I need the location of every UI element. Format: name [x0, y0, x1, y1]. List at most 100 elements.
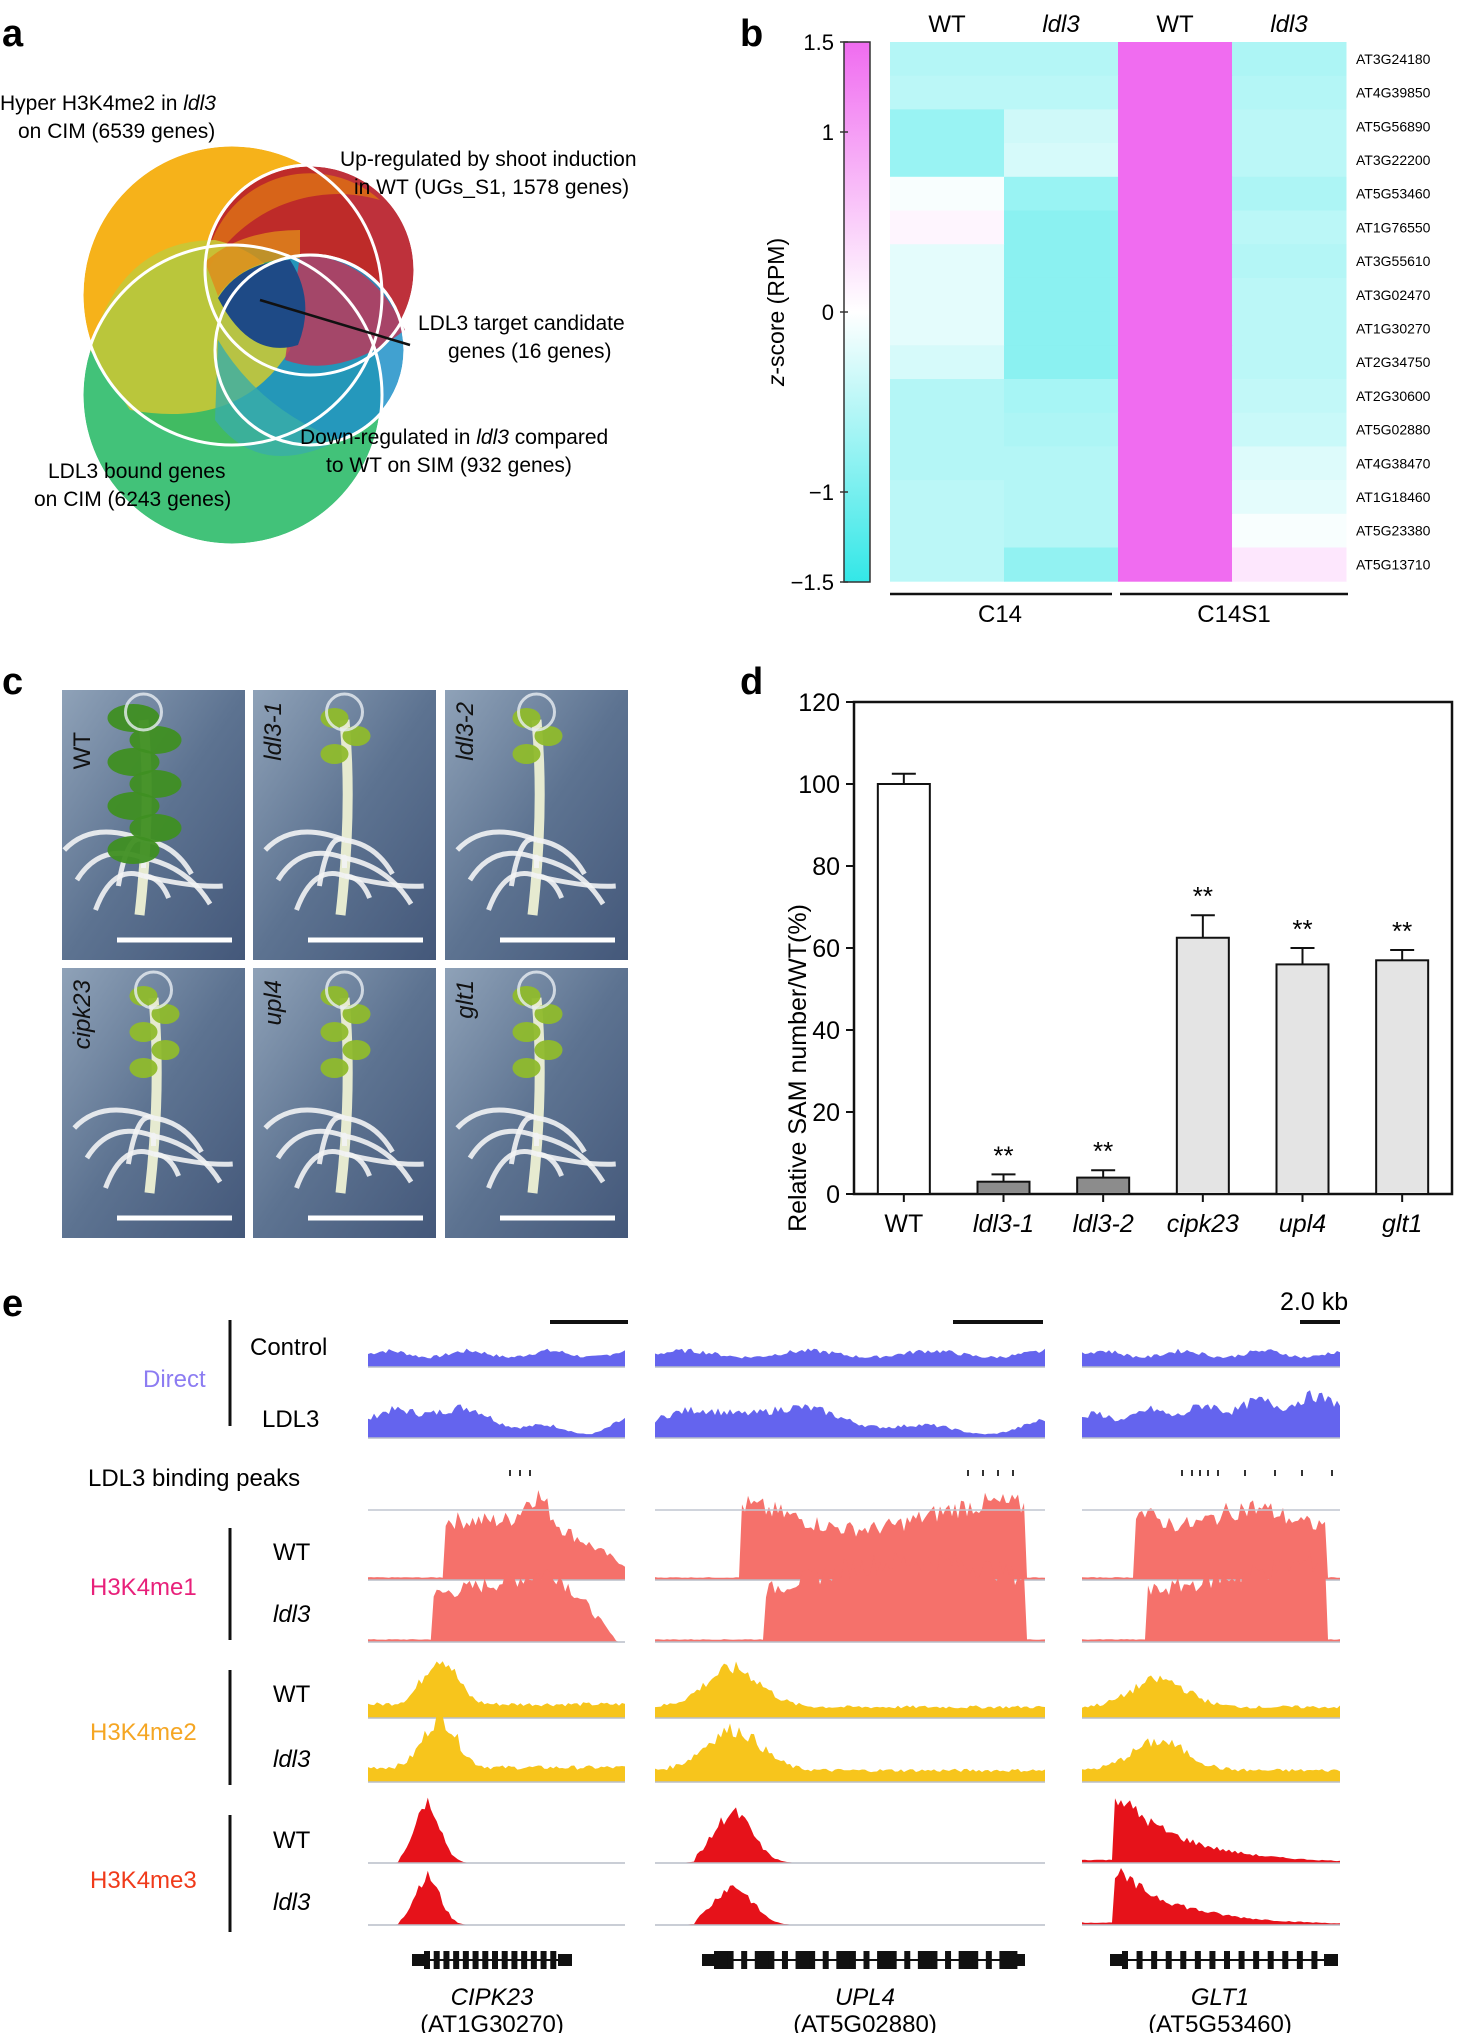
- heatmap-cell: [890, 379, 1005, 414]
- x-tick-label: ldl3-2: [1073, 1210, 1134, 1238]
- bar: [1076, 1176, 1131, 1195]
- heatmap-cell: [890, 345, 1005, 380]
- heatmap-cell: [1118, 412, 1233, 447]
- exon: [754, 1951, 773, 1969]
- colorbar-tick-label: 1: [822, 120, 834, 145]
- heatmap-cell: [1118, 143, 1233, 178]
- exon: [714, 1951, 732, 1969]
- heatmap: b 1.5 1 0 −1 −1.5 z-score (RPM) WT ldl3 WT ldl3…: [740, 11, 1431, 628]
- heatmap-cell: [1004, 42, 1119, 77]
- heatmap-cell: [1004, 176, 1119, 211]
- exon: [492, 1951, 498, 1969]
- exon: [501, 1951, 508, 1969]
- heatmap-column-label: WT: [928, 11, 966, 38]
- colorbar-tick-label: 1.5: [803, 30, 834, 55]
- heatmap-cell: [1004, 311, 1119, 346]
- exon: [917, 1951, 936, 1969]
- heatmap-cell: [1232, 143, 1347, 178]
- exon: [1151, 1951, 1158, 1969]
- h3k4me1-ldl3-track: [655, 1551, 1045, 1642]
- significance-mark: **: [1193, 881, 1213, 911]
- me2-label: H3K4me2: [90, 1719, 197, 1746]
- exon: [521, 1951, 528, 1969]
- h3k4me1-wt-track: [368, 1490, 625, 1580]
- h3k4me3-ldl3-track: [368, 1870, 625, 1925]
- h3k4me3-wt-track: [655, 1807, 1045, 1863]
- h3k4me1-ldl3-track: [368, 1569, 625, 1642]
- heatmap-cell: [890, 42, 1005, 77]
- bar-chart: d Relative SAM number/WT(%) 0 20 40 60 80 100…: [740, 661, 1454, 1238]
- exon: [945, 1951, 952, 1969]
- hyper-label-2: on CIM (6539 genes): [18, 120, 215, 143]
- h3k4me2-wt-track: [368, 1661, 625, 1718]
- gene-name: GLT1: [1191, 1984, 1249, 2011]
- gene-row-label: AT2G34750: [1356, 354, 1431, 370]
- exon: [1253, 1951, 1260, 1969]
- ldl3-track: [1082, 1390, 1340, 1438]
- y-axis-label: Relative SAM number/WT(%): [784, 904, 812, 1232]
- heatmap-cell: [1118, 547, 1233, 582]
- heatmap-cell: [890, 210, 1005, 245]
- me3-wt-label: WT: [273, 1827, 311, 1854]
- exon: [781, 1951, 788, 1969]
- heatmap-column-label: WT: [1156, 11, 1194, 38]
- photo-grid: c WT ldl3-1 ldl3-2 cipk23 upl4 glt1: [2, 661, 628, 1238]
- heatmap-cell: [1232, 277, 1347, 313]
- significance-mark: **: [993, 1140, 1013, 1170]
- x-tick-label: WT: [884, 1210, 923, 1238]
- exon: [1296, 1951, 1303, 1969]
- heatmap-cell: [1004, 480, 1119, 515]
- significance-mark: **: [1392, 916, 1412, 946]
- panel-label-e: e: [2, 1283, 23, 1325]
- plot-frame: [852, 700, 1454, 1196]
- h3k4me1-wt-track: [655, 1492, 1045, 1580]
- heatmap-cell: [1118, 75, 1233, 110]
- me1-label: H3K4me1: [90, 1574, 197, 1601]
- bound-label-2: on CIM (6243 genes): [34, 488, 231, 511]
- gene-row-label: AT1G76550: [1356, 219, 1431, 235]
- target-pointer-line: [259, 298, 411, 347]
- gene-row-label: AT1G18460: [1356, 489, 1431, 505]
- photo-genotype-label: ldl3-2: [452, 702, 479, 761]
- seedling-photo: WT: [62, 690, 245, 960]
- gene-row-label: AT3G55610: [1356, 253, 1431, 269]
- heatmap-cell: [890, 176, 1005, 211]
- colorbar-tick-label: 0: [822, 300, 834, 325]
- me3-mut-label: ldl3: [273, 1889, 311, 1916]
- panel-e: e Direct Control LDL3 LDL3 binding peaks…: [0, 1270, 1461, 2033]
- heatmap-cell: [890, 244, 1005, 279]
- exon: [1311, 1951, 1318, 1969]
- exon: [863, 1951, 870, 1969]
- heatmap-cell: [890, 277, 1005, 313]
- venn-overlap-hyper-up: [205, 173, 380, 275]
- exon: [424, 1951, 430, 1969]
- panel-label-a: a: [2, 13, 24, 55]
- heatmap-cell: [1232, 345, 1347, 380]
- hyper-label: Hyper H3K4me2 in ldl3: [0, 92, 216, 115]
- photo-genotype-label: upl4: [260, 980, 287, 1025]
- heatmap-cell: [1232, 446, 1347, 481]
- gene-row-label: AT5G13710: [1356, 556, 1431, 572]
- group-label-c14s1: C14S1: [1197, 601, 1270, 628]
- heatmap-column-label: ldl3: [1270, 11, 1308, 38]
- exon: [1238, 1951, 1245, 1969]
- bar: [876, 783, 931, 1195]
- zscore-axis-label: z-score (RPM): [763, 238, 789, 387]
- gene-id: (AT5G53460): [1148, 2011, 1292, 2033]
- control-track: [655, 1348, 1045, 1367]
- gene-row-label: AT4G39850: [1356, 85, 1431, 101]
- seedling-photo: cipk23: [62, 968, 245, 1238]
- heatmap-cell: [1232, 176, 1347, 211]
- exon: [511, 1951, 518, 1969]
- bar: [1175, 936, 1230, 1195]
- ldl3-track-label: LDL3: [262, 1406, 319, 1433]
- colorbar-tick-label: −1: [809, 480, 834, 505]
- heatmap-cell: [1004, 277, 1119, 313]
- heatmap-cell: [1004, 547, 1119, 582]
- exon: [482, 1951, 489, 1969]
- heatmap-cell: [1004, 345, 1119, 380]
- y-tick-label: 0: [826, 1181, 840, 1209]
- h3k4me1-wt-track: [1082, 1500, 1340, 1580]
- gene-row-label: AT1G30270: [1356, 320, 1431, 336]
- heatmap-cell: [1118, 345, 1233, 380]
